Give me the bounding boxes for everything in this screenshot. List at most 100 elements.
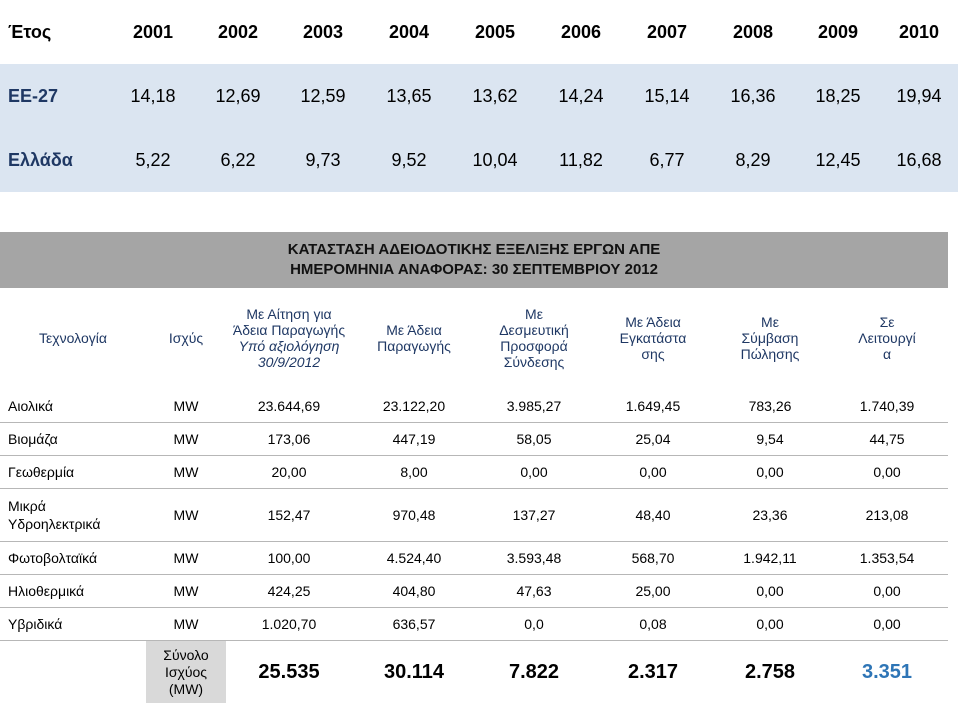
value-cell: 0,0: [476, 608, 592, 641]
eu27-value: 12,59: [280, 64, 366, 128]
greece-row: Ελλάδα 5,22 6,22 9,73 9,52 10,04 11,82 6…: [0, 128, 958, 192]
value-cell: 58,05: [476, 423, 592, 456]
total-label-l3: (MW): [148, 681, 224, 698]
yearly-comparison-table: Έτος 2001 2002 2003 2004 2005 2006 2007 …: [0, 0, 958, 192]
table-row: Υβριδικά MW 1.020,70 636,57 0,0 0,08 0,0…: [0, 608, 948, 641]
header-installation-license: Με Άδεια Εγκατάστα σης: [592, 288, 714, 389]
greece-label: Ελλάδα: [0, 128, 110, 192]
year-cell: 2005: [452, 0, 538, 64]
value-cell: 0,08: [592, 608, 714, 641]
greece-value: 12,45: [796, 128, 880, 192]
greece-value: 6,77: [624, 128, 710, 192]
value-cell: 20,00: [226, 456, 352, 489]
total-label: Σύνολο Ισχύος (MW): [146, 641, 226, 703]
eu27-value: 13,65: [366, 64, 452, 128]
total-row: Σύνολο Ισχύος (MW) 25.535 30.114 7.822 2…: [0, 641, 948, 703]
eu27-label: ΕΕ-27: [0, 64, 110, 128]
value-cell: 0,00: [826, 456, 948, 489]
value-cell: 100,00: [226, 542, 352, 575]
unit: MW: [146, 575, 226, 608]
header-operation-l1: Σε: [828, 314, 946, 330]
table-row: Γεωθερμία MW 20,00 8,00 0,00 0,00 0,00 0…: [0, 456, 948, 489]
header-sale-l2: Σύμβαση: [716, 330, 824, 346]
eu27-value: 14,24: [538, 64, 624, 128]
value-cell: 447,19: [352, 423, 476, 456]
table-title-line2: ΗΜΕΡΟΜΗΝΙΑ ΑΝΑΦΟΡΑΣ: 30 ΣΕΠΤΕΜΒΡΙΟΥ 2012: [2, 260, 946, 280]
value-cell: 568,70: [592, 542, 714, 575]
total-label-l2: Ισχύος: [148, 664, 224, 681]
technology-name: Ηλιοθερμικά: [0, 575, 146, 608]
technology-name: Υβριδικά: [0, 608, 146, 641]
unit: MW: [146, 542, 226, 575]
eu27-value: 16,36: [710, 64, 796, 128]
value-cell: 47,63: [476, 575, 592, 608]
unit: MW: [146, 423, 226, 456]
value-cell: 783,26: [714, 389, 826, 423]
technology-name: Βιομάζα: [0, 423, 146, 456]
value-cell: 173,06: [226, 423, 352, 456]
value-cell: 48,40: [592, 489, 714, 542]
header-binding-l4: Σύνδεσης: [478, 354, 590, 370]
value-cell: 1.020,70: [226, 608, 352, 641]
header-binding-l3: Προσφορά: [478, 338, 590, 354]
header-capacity: Ισχύς: [146, 288, 226, 389]
header-sale-contract: Με Σύμβαση Πώλησης: [714, 288, 826, 389]
header-production-l2: Παραγωγής: [354, 338, 474, 354]
header-install-l1: Με Άδεια: [594, 314, 712, 330]
greece-value: 11,82: [538, 128, 624, 192]
header-application-l2: Άδεια Παραγωγής: [228, 322, 350, 338]
year-header-row: Έτος 2001 2002 2003 2004 2005 2006 2007 …: [0, 0, 958, 64]
header-binding-l2: Δεσμευτική: [478, 322, 590, 338]
res-licensing-status-table: ΚΑΤΑΣΤΑΣΗ ΑΔΕΙΟΔΟΤΙΚΗΣ ΕΞΕΛΙΞΗΣ ΕΡΓΩΝ ΑΠ…: [0, 232, 948, 703]
unit: MW: [146, 608, 226, 641]
yearly-comparison-table-wrapper: Έτος 2001 2002 2003 2004 2005 2006 2007 …: [0, 0, 960, 215]
header-in-operation: Σε Λειτουργί α: [826, 288, 948, 389]
greece-value: 8,29: [710, 128, 796, 192]
total-value: 2.758: [714, 641, 826, 703]
header-sale-l3: Πώλησης: [716, 346, 824, 362]
greece-value: 5,22: [110, 128, 196, 192]
table-row: Ηλιοθερμικά MW 424,25 404,80 47,63 25,00…: [0, 575, 948, 608]
greece-value: 16,68: [880, 128, 958, 192]
value-cell: 9,54: [714, 423, 826, 456]
total-label-l1: Σύνολο: [148, 647, 224, 664]
unit: MW: [146, 389, 226, 423]
total-value: 2.317: [592, 641, 714, 703]
table-title-row: ΚΑΤΑΣΤΑΣΗ ΑΔΕΙΟΔΟΤΙΚΗΣ ΕΞΕΛΙΞΗΣ ΕΡΓΩΝ ΑΠ…: [0, 232, 948, 288]
value-cell: 23,36: [714, 489, 826, 542]
value-cell: 3.985,27: [476, 389, 592, 423]
header-install-l2: Εγκατάστα: [594, 330, 712, 346]
column-header-row: Τεχνολογία Ισχύς Με Αίτηση για Άδεια Παρ…: [0, 288, 948, 389]
header-operation-l2: Λειτουργί: [828, 330, 946, 346]
value-cell: 0,00: [714, 456, 826, 489]
year-cell: 2010: [880, 0, 958, 64]
year-cell: 2009: [796, 0, 880, 64]
value-cell: 25,00: [592, 575, 714, 608]
year-cell: 2002: [196, 0, 280, 64]
greece-value: 9,52: [366, 128, 452, 192]
table-title-line1: ΚΑΤΑΣΤΑΣΗ ΑΔΕΙΟΔΟΤΙΚΗΣ ΕΞΕΛΙΞΗΣ ΕΡΓΩΝ ΑΠ…: [2, 240, 946, 260]
value-cell: 1.649,45: [592, 389, 714, 423]
eu27-value: 14,18: [110, 64, 196, 128]
value-cell: 1.353,54: [826, 542, 948, 575]
technology-name: Φωτοβολταϊκά: [0, 542, 146, 575]
table-title: ΚΑΤΑΣΤΑΣΗ ΑΔΕΙΟΔΟΤΙΚΗΣ ΕΞΕΛΙΞΗΣ ΕΡΓΩΝ ΑΠ…: [0, 232, 948, 288]
header-binding-l1: Με: [478, 306, 590, 322]
year-cell: 2006: [538, 0, 624, 64]
value-cell: 0,00: [826, 608, 948, 641]
year-cell: 2001: [110, 0, 196, 64]
header-production-license: Με Άδεια Παραγωγής: [352, 288, 476, 389]
value-cell: 0,00: [826, 575, 948, 608]
value-cell: 0,00: [714, 575, 826, 608]
technology-name: Μικρά Υδροηλεκτρικά: [0, 489, 146, 542]
value-cell: 25,04: [592, 423, 714, 456]
total-value: 30.114: [352, 641, 476, 703]
header-binding-offer: Με Δεσμευτική Προσφορά Σύνδεσης: [476, 288, 592, 389]
value-cell: 4.524,40: [352, 542, 476, 575]
year-header-label: Έτος: [0, 0, 110, 64]
value-cell: 404,80: [352, 575, 476, 608]
value-cell: 137,27: [476, 489, 592, 542]
value-cell: 1.942,11: [714, 542, 826, 575]
value-cell: 0,00: [476, 456, 592, 489]
header-operation-l3: α: [828, 346, 946, 362]
